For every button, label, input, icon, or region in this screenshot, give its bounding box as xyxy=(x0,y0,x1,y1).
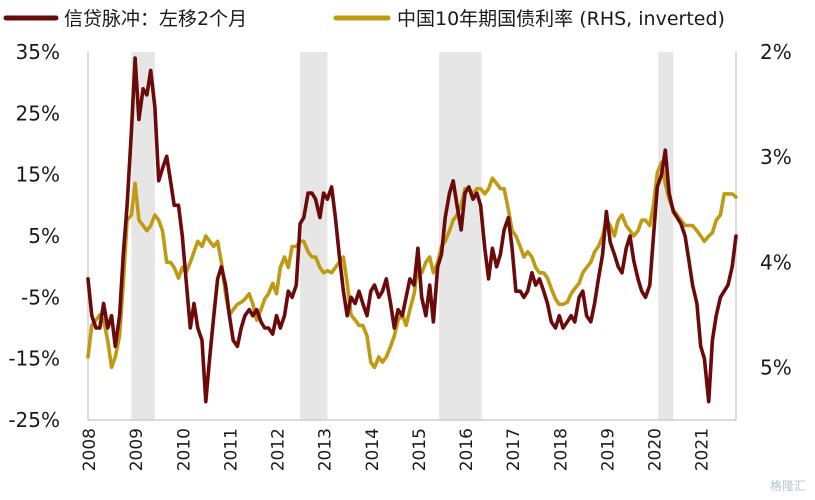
y-left-tick-label: -25% xyxy=(8,408,60,432)
x-tick-label: 2019 xyxy=(598,428,618,471)
left-y-axis-labels: 35% 25% 15% 5% -5% -15% -25% xyxy=(8,40,60,432)
y-left-tick-label: 15% xyxy=(16,163,60,187)
x-tick-label: 2015 xyxy=(410,428,430,471)
y-left-tick-label: 25% xyxy=(16,101,60,125)
y-left-tick-label: 5% xyxy=(28,224,60,248)
x-tick-label: 2011 xyxy=(221,428,241,471)
x-tick-label: 2020 xyxy=(646,428,666,471)
x-tick-label: 2016 xyxy=(457,428,477,471)
series-line-bond-yield xyxy=(86,160,738,370)
legend: 信贷脉冲：左移2个月 中国10年期国债利率 (RHS, inverted) xyxy=(3,8,725,30)
y-right-tick-label: 2% xyxy=(760,40,792,64)
y-left-tick-label: -5% xyxy=(21,285,60,309)
x-tick-label: 2009 xyxy=(127,428,147,471)
x-tick-label: 2017 xyxy=(504,428,524,471)
x-axis-labels: 2008 2009 2010 2011 2012 2013 2014 2015 2016 2017… xyxy=(80,428,713,471)
shaded-period-4 xyxy=(658,52,674,420)
x-tick-label: 2010 xyxy=(174,428,194,471)
x-tick-label: 2018 xyxy=(551,428,571,471)
y-right-tick-label: 3% xyxy=(760,145,792,169)
legend-label-credit: 信贷脉冲：左移2个月 xyxy=(64,8,247,30)
x-tick-label: 2008 xyxy=(80,428,100,471)
legend-label-bond: 中国10年期国债利率 (RHS, inverted) xyxy=(397,8,725,30)
series-lines xyxy=(86,56,738,404)
right-y-axis-labels: 2% 3% 4% 5% xyxy=(760,40,792,379)
y-left-tick-label: -15% xyxy=(8,347,60,371)
watermark: 格隆汇 xyxy=(770,478,806,493)
x-tick-label: 2012 xyxy=(269,428,289,471)
x-tick-label: 2021 xyxy=(693,428,713,471)
x-tick-label: 2014 xyxy=(363,428,383,471)
shaded-periods xyxy=(131,52,674,420)
shaded-period-2 xyxy=(300,52,328,420)
y-right-tick-label: 5% xyxy=(760,355,792,379)
y-right-tick-label: 4% xyxy=(760,250,792,274)
y-left-tick-label: 35% xyxy=(16,40,60,64)
axes xyxy=(87,52,737,421)
shaded-period-1 xyxy=(131,52,155,420)
x-tick-label: 2013 xyxy=(316,428,336,471)
series-line-credit-impulse xyxy=(86,56,738,404)
